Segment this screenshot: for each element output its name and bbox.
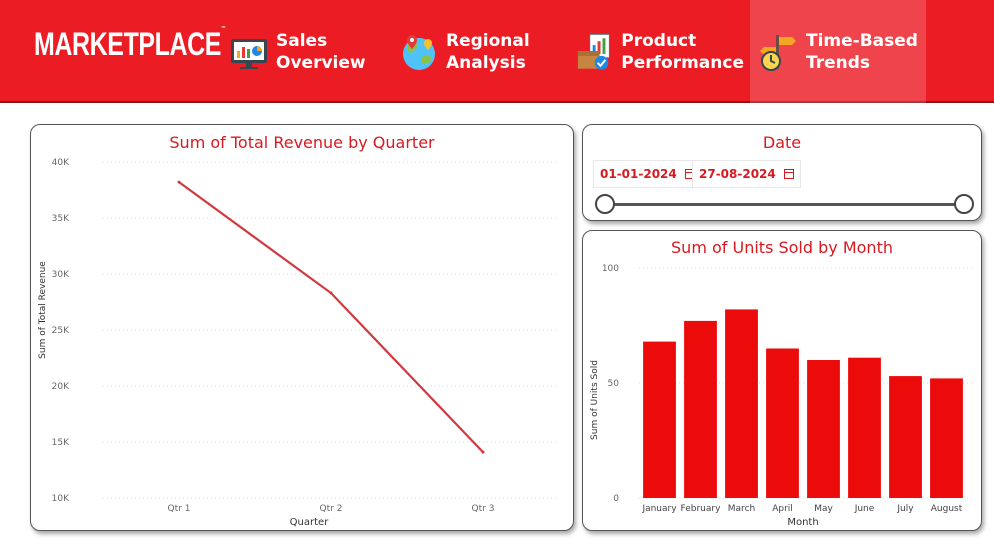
monitor-chart-icon [231, 38, 267, 69]
bar-may [807, 360, 840, 498]
marketplace-logo[interactable]: MARKETPLACE™ [34, 26, 226, 62]
calendar-icon[interactable] [783, 169, 794, 179]
globe-pins-icon [403, 34, 435, 70]
tab-label: Product Performance [621, 30, 744, 73]
x-tick-label: July [896, 504, 914, 514]
x-tick-label: February [681, 504, 722, 514]
revenue-data-point [481, 450, 485, 454]
revenue-by-quarter-card: Sum of Total Revenue by Quarter 10K 15K 20… [30, 124, 574, 531]
clock-signpost-icon [760, 34, 796, 71]
x-tick-label: January [641, 504, 677, 514]
bar-february [684, 320, 717, 498]
y-tick-label: 20K [52, 382, 70, 392]
x-axis-title: Month [787, 517, 818, 528]
x-tick-label: March [728, 504, 755, 514]
units-bar-chart[interactable]: 0 50 100 January February March April May June Ju… [583, 231, 983, 532]
y-axis-title: Sum of Total Revenue [38, 261, 48, 359]
box-report-icon [577, 33, 610, 70]
y-tick-label: 0 [613, 494, 619, 504]
tab-label: Time-Based Trends [806, 30, 918, 73]
start-date-input[interactable]: 01-01-2024 [593, 160, 702, 188]
y-tick-label: 30K [52, 270, 70, 280]
slider-end-handle[interactable] [954, 194, 974, 214]
chart-title: Sum of Total Revenue by Quarter [169, 133, 435, 152]
end-date-input[interactable]: 27-08-2024 [692, 160, 801, 188]
tab-label: Regional Analysis [446, 30, 530, 73]
y-tick-label: 50 [608, 379, 620, 389]
bar-april [766, 348, 799, 498]
date-range-slider-track[interactable] [606, 203, 964, 206]
revenue-series-line [178, 181, 484, 453]
tab-sales-overview[interactable]: Sales Overview [228, 0, 378, 103]
y-tick-label: 40K [52, 158, 70, 168]
start-date-value: 01-01-2024 [600, 167, 677, 181]
x-axis-title: Quarter [290, 517, 330, 528]
slider-start-handle[interactable] [595, 194, 615, 214]
bar-march [725, 309, 758, 498]
x-tick-label: August [931, 504, 963, 514]
tab-product-performance[interactable]: Product Performance [574, 0, 744, 103]
y-tick-label: 35K [52, 214, 70, 224]
date-slicer-title: Date [762, 133, 802, 152]
y-tick-label: 15K [52, 438, 70, 448]
bar-january [643, 341, 676, 498]
y-tick-label: 100 [602, 264, 619, 274]
tab-time-based-trends[interactable]: Time-Based Trends [750, 0, 926, 103]
revenue-data-point [177, 180, 181, 184]
x-tick-label: June [854, 504, 875, 514]
y-tick-label: 10K [52, 494, 70, 504]
bar-june [848, 357, 881, 498]
x-tick-label: May [814, 504, 833, 514]
y-axis-title: Sum of Units Sold [590, 360, 600, 440]
x-tick-label: Qtr 1 [168, 504, 191, 514]
end-date-value: 27-08-2024 [699, 167, 776, 181]
bar-august [930, 378, 963, 498]
y-tick-label: 25K [52, 326, 70, 336]
tab-label: Sales Overview [276, 30, 366, 73]
units-by-month-card: Sum of Units Sold by Month 0 50 100 January… [582, 230, 982, 531]
chart-title: Sum of Units Sold by Month [671, 238, 893, 257]
tab-regional-analysis[interactable]: Regional Analysis [398, 0, 548, 103]
x-tick-label: April [772, 504, 793, 514]
header-bar: MARKETPLACE™ Sales Overview Regional Ana… [0, 0, 994, 103]
x-tick-label: Qtr 3 [472, 504, 495, 514]
bar-july [889, 376, 922, 498]
revenue-data-point [329, 291, 333, 295]
x-tick-label: Qtr 2 [320, 504, 343, 514]
date-slicer-card: Date 01-01-2024 27-08-2024 [582, 124, 982, 221]
revenue-line-chart[interactable]: 10K 15K 20K 25K 30K 35K 40K Qtr 1 Qtr 2 Qtr 3 Quar… [31, 125, 575, 532]
